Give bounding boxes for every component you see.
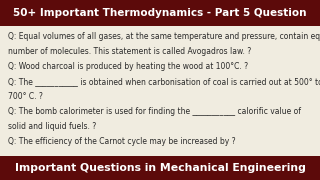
Bar [0,156,320,180]
Text: Q: Equal volumes of all gases, at the same temperature and pressure, contain equ: Q: Equal volumes of all gases, at the sa… [8,32,320,41]
Text: solid and liquid fuels. ?: solid and liquid fuels. ? [8,122,96,131]
Text: Q: The bomb calorimeter is used for finding the ___________ calorific value of: Q: The bomb calorimeter is used for find… [8,107,301,116]
Text: 50+ Important Thermodynamics - Part 5 Question: 50+ Important Thermodynamics - Part 5 Qu… [13,8,307,18]
Text: Q: The ___________ is obtained when carbonisation of coal is carried out at 500°: Q: The ___________ is obtained when carb… [8,77,320,86]
Text: Important Questions in Mechanical Engineering: Important Questions in Mechanical Engine… [15,163,305,173]
Bar [0,0,320,26]
Text: Q: The efficiency of the Carnot cycle may be increased by ?: Q: The efficiency of the Carnot cycle ma… [8,137,236,146]
Text: Q: Wood charcoal is produced by heating the wood at 100°C. ?: Q: Wood charcoal is produced by heating … [8,62,248,71]
Text: number of molecules. This statement is called Avogadros law. ?: number of molecules. This statement is c… [8,47,251,56]
Text: 700° C. ?: 700° C. ? [8,92,43,101]
